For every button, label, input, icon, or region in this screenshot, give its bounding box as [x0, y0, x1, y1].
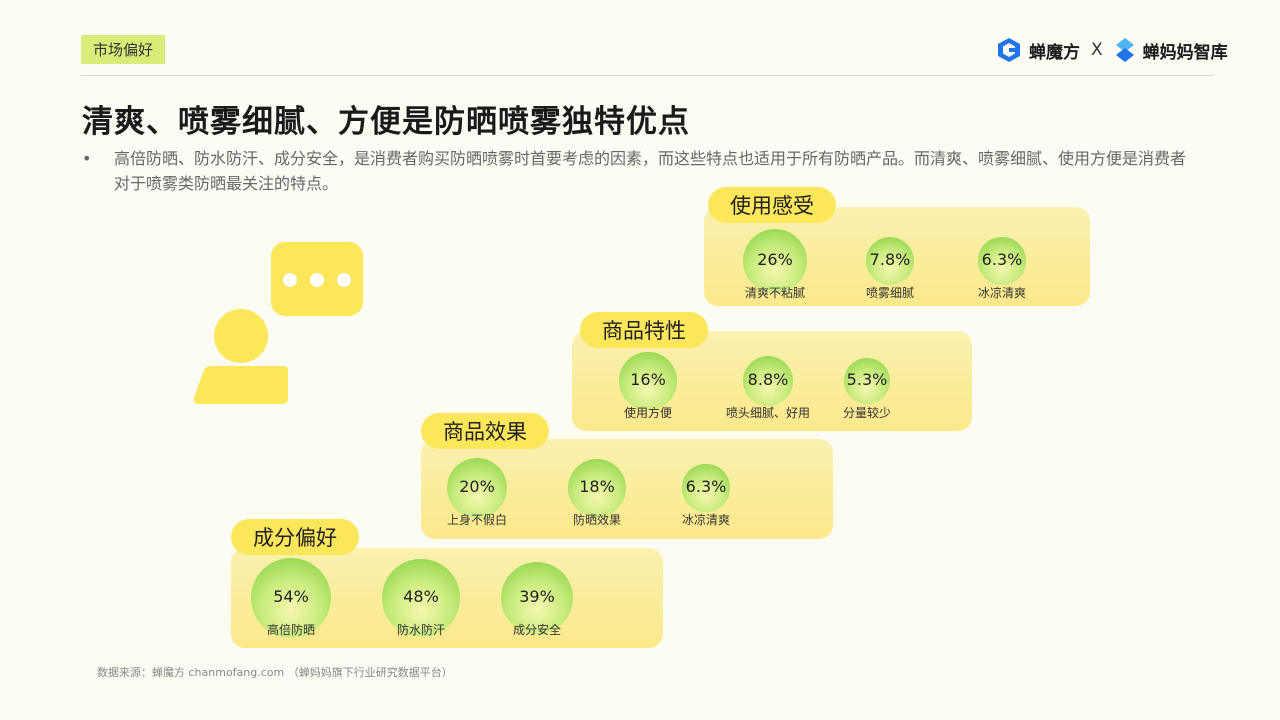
value-label: 20% — [459, 476, 495, 496]
value-label: 5.3% — [846, 369, 888, 389]
stat-item: 26% 清爽不粘腻 — [715, 228, 835, 300]
stat-item: 5.3% 分量较少 — [807, 358, 927, 420]
stat-item: 20% 上身不假白 — [417, 457, 537, 527]
consumer-illustration — [193, 242, 363, 404]
data-source-note: 数据来源：蝉魔方 chanmofang.com （蝉妈妈旗下行业研究数据平台） — [97, 666, 453, 679]
item-label: 冰凉清爽 — [977, 285, 1026, 300]
item-label: 冰凉清爽 — [681, 512, 730, 527]
value-label: 6.3% — [981, 249, 1023, 269]
stat-item: 8.8% 喷头细腻、好用 — [708, 355, 828, 420]
value-bubble — [500, 561, 574, 635]
summary-text: 高倍防晒、防水防汗、成分安全，是消费者购买防晒喷雾时首要考虑的因素，而这些特点也… — [114, 149, 1187, 193]
chanmofang-logo-icon — [998, 38, 1020, 62]
value-label: 16% — [630, 369, 666, 389]
value-bubble — [742, 355, 794, 407]
value-bubble — [567, 458, 627, 518]
item-label: 防晒效果 — [572, 512, 621, 527]
item-label: 成分安全 — [512, 622, 561, 637]
category-label: 商品效果 — [421, 413, 549, 449]
category-label: 成分偏好 — [231, 519, 359, 555]
value-bubble — [865, 236, 915, 286]
value-bubble — [844, 358, 890, 404]
value-label: 6.3% — [685, 476, 727, 496]
value-label: 18% — [579, 476, 615, 496]
page-title: 清爽、喷雾细腻、方便是防晒喷雾独特优点 — [82, 104, 690, 140]
value-label: 54% — [273, 586, 309, 606]
stat-item: 39% 成分安全 — [477, 561, 597, 637]
brand-bar: 蝉魔方 X 蝉妈妈智库 — [996, 35, 1228, 65]
section-tag: 市场偏好 — [81, 35, 165, 64]
value-bubble — [446, 457, 508, 519]
value-bubble — [742, 228, 808, 294]
stat-item: 6.3% 冰凉清爽 — [646, 464, 766, 527]
value-label: 26% — [757, 249, 793, 269]
value-label: 39% — [519, 586, 555, 606]
value-bubble — [251, 558, 331, 638]
stat-item: 7.8% 喷雾细腻 — [830, 236, 950, 300]
item-label: 分量较少 — [842, 405, 891, 420]
bullet-dot: • — [82, 149, 92, 168]
category-label: 商品特性 — [580, 312, 708, 348]
brand-separator: X — [1091, 40, 1103, 60]
item-label: 使用方便 — [623, 405, 672, 420]
item-label: 喷头细腻、好用 — [725, 405, 810, 420]
item-label: 高倍防晒 — [266, 622, 315, 637]
stat-item: 54% 高倍防晒 — [231, 558, 351, 638]
value-bubble — [382, 559, 460, 637]
brand-name-1: 蝉魔方 — [1029, 42, 1080, 63]
stat-item: 48% 防水防汗 — [361, 559, 481, 637]
person-body-icon — [193, 366, 288, 404]
stat-item: 18% 防晒效果 — [537, 458, 657, 527]
category-label: 使用感受 — [708, 187, 836, 223]
stat-item: 16% 使用方便 — [588, 352, 708, 420]
summary-bullet: • 高倍防晒、防水防汗、成分安全，是消费者购买防晒喷雾时首要考虑的因素，而这些特… — [82, 146, 1197, 196]
item-label: 喷雾细腻 — [865, 285, 914, 300]
value-label: 8.8% — [747, 369, 789, 389]
brand-name-2: 蝉妈妈智库 — [1142, 42, 1228, 63]
value-bubble — [978, 237, 1026, 285]
header-divider — [81, 75, 1214, 76]
stat-item: 6.3% 冰凉清爽 — [942, 237, 1062, 300]
value-bubble — [682, 464, 730, 512]
value-label: 48% — [403, 586, 439, 606]
value-label: 7.8% — [869, 249, 911, 269]
chanmama-logo-icon — [1115, 38, 1134, 62]
item-label: 清爽不粘腻 — [744, 285, 805, 300]
value-bubble — [619, 352, 677, 410]
item-label: 上身不假白 — [446, 512, 507, 527]
item-label: 防水防汗 — [396, 622, 445, 637]
person-head-icon — [214, 309, 268, 363]
